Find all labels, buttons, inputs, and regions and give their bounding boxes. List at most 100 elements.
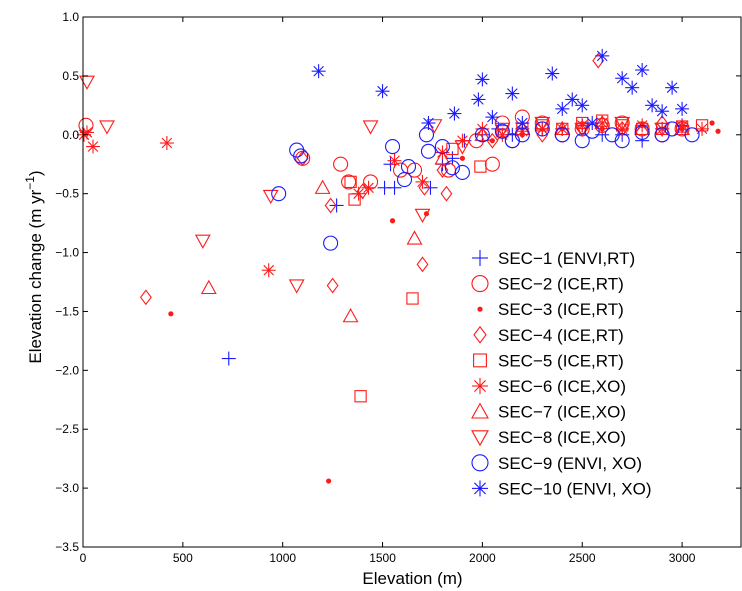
data-point-series-10 — [475, 72, 490, 87]
x-axis: 0 500 1000 1500 2000 2500 3000 — [80, 17, 696, 565]
data-point-series-3 — [389, 218, 396, 224]
data-point-series-10 — [471, 92, 486, 107]
data-point-series-9 — [454, 164, 470, 181]
data-point-series-2 — [484, 156, 500, 172]
legend-label: SEC−2 (ICE,RT) — [498, 275, 624, 294]
legend: SEC−1 (ENVI,RT) SEC−2 (ICE,RT) SEC−3 (ICE,… — [471, 249, 652, 498]
x-axis-label: Elevation (m) — [362, 569, 462, 588]
data-point-series-5 — [354, 390, 367, 403]
data-point-series-8 — [454, 140, 471, 155]
legend-marker — [473, 353, 487, 368]
data-point-series-9 — [554, 127, 570, 143]
data-point-series-9 — [634, 124, 650, 140]
data-point-series-8 — [288, 279, 305, 294]
data-point-series-4 — [326, 277, 339, 294]
data-point-series-4 — [324, 197, 337, 214]
data-point-series-10 — [595, 48, 610, 63]
data-point-series-7 — [434, 150, 451, 165]
data-point-series-10 — [485, 110, 500, 125]
y-axis-label-exponent: −1 — [23, 176, 37, 190]
data-point-series-5 — [474, 160, 487, 173]
data-point-series-2 — [333, 156, 349, 172]
y-axis: 1.0 0.5 0.0 −0.5 −1.0 −1.5 −2.0 −2.5 −3.0 −3.5 — [55, 10, 741, 554]
x-tick-label: 2000 — [469, 551, 496, 565]
data-point-series-9 — [434, 139, 451, 155]
legend-label: SEC−10 (ENVI, XO) — [498, 479, 652, 498]
data-point-series-6 — [351, 186, 366, 201]
data-point-series-10 — [505, 86, 520, 101]
data-point-series-10 — [655, 104, 670, 119]
data-point-series-3 — [326, 478, 332, 484]
data-point-series-8 — [494, 122, 511, 138]
legend-label: SEC−6 (ICE,XO) — [498, 377, 626, 396]
y-tick-label: 0.5 — [62, 69, 79, 83]
legend-label: SEC−5 (ICE,RT) — [498, 351, 624, 370]
data-point-series-3 — [709, 120, 715, 126]
y-axis-label-end: ) — [26, 170, 45, 176]
data-point-series-1 — [221, 351, 236, 366]
data-point-series-6 — [261, 263, 276, 278]
y-axis-label: Elevation change (m yr−1) — [23, 170, 45, 363]
data-point-series-9 — [444, 160, 460, 176]
data-point-series-9 — [293, 148, 309, 164]
data-point-series-9 — [396, 171, 413, 188]
data-point-series-7 — [634, 120, 651, 136]
legend-marker — [471, 402, 489, 419]
data-point-series-10 — [555, 101, 570, 116]
data-point-series-10 — [645, 98, 660, 113]
legend-label: SEC−7 (ICE,XO) — [498, 403, 626, 422]
x-tick-label: 1500 — [369, 551, 396, 565]
data-point-series-10 — [421, 116, 436, 130]
y-tick-label: −3.0 — [55, 481, 79, 495]
y-tick-label: −2.5 — [55, 422, 79, 436]
data-point-series-7 — [594, 114, 611, 130]
data-point-series-4 — [416, 256, 429, 273]
data-point-series-10 — [675, 101, 690, 116]
data-point-series-4 — [440, 185, 453, 202]
x-tick-label: 500 — [173, 551, 193, 565]
data-point-series-10 — [615, 71, 630, 86]
data-point-series-6 — [159, 136, 174, 151]
x-tick-label: 2500 — [569, 551, 596, 565]
data-point-series-9 — [384, 139, 401, 155]
data-point-series-4 — [418, 179, 431, 196]
data-point-series-6 — [415, 174, 430, 189]
data-point-series-6 — [361, 180, 376, 195]
data-point-series-9 — [534, 121, 550, 137]
data-point-series-9 — [664, 121, 680, 137]
data-point-series-9 — [420, 143, 437, 159]
y-axis-label-main: Elevation change (m yr — [26, 189, 45, 363]
data-point-series-7 — [314, 179, 331, 194]
data-point-series-10 — [545, 66, 560, 81]
data-point-series-9 — [474, 127, 490, 143]
data-point-series-3 — [459, 155, 466, 161]
data-point-series-2 — [363, 174, 379, 190]
data-point-series-7 — [200, 279, 217, 295]
legend-marker — [471, 275, 489, 293]
data-point-series-8 — [262, 189, 279, 205]
legend-marker — [471, 454, 489, 472]
legend-marker — [473, 325, 487, 344]
data-point-series-8 — [414, 208, 431, 223]
y-tick-label: −3.5 — [55, 540, 79, 554]
data-point-series-10 — [375, 84, 390, 99]
data-point-series-10 — [635, 63, 650, 77]
data-point-series-7 — [406, 230, 423, 245]
data-point-series-9 — [494, 123, 510, 139]
data-point-series-10 — [625, 80, 640, 95]
data-point-series-6 — [555, 121, 570, 136]
data-point-series-7 — [342, 308, 359, 323]
data-point-series-9 — [400, 159, 417, 175]
data-point-series-8 — [99, 120, 115, 135]
data-point-series-2 — [392, 162, 409, 178]
data-point-series-3 — [168, 311, 174, 317]
data-point-series-5 — [344, 175, 357, 189]
data-point-series-2 — [78, 117, 94, 133]
y-tick-label: −1.0 — [55, 246, 79, 260]
data-point-series-8 — [534, 116, 551, 132]
legend-marker — [471, 430, 489, 447]
legend-label: SEC−3 (ICE,RT) — [498, 300, 624, 319]
y-tick-label: −1.5 — [55, 304, 79, 318]
y-tick-label: 1.0 — [62, 10, 79, 24]
legend-label: SEC−1 (ENVI,RT) — [498, 249, 635, 268]
